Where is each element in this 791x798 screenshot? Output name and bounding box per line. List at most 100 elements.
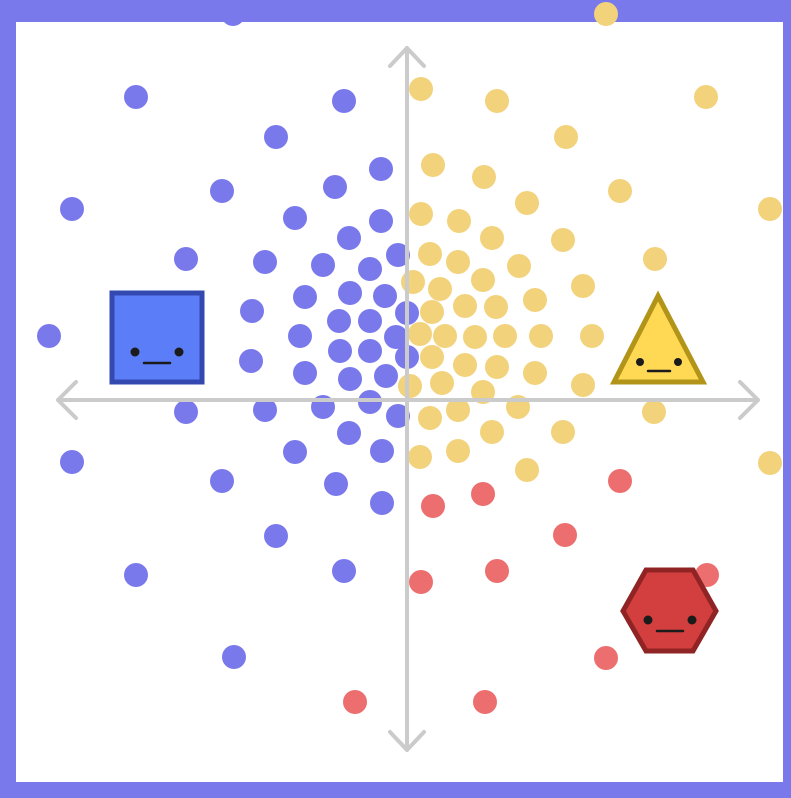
blue-dot bbox=[323, 175, 347, 199]
blue-dot bbox=[283, 440, 307, 464]
yellow-dot bbox=[420, 300, 444, 324]
blue-dot bbox=[311, 253, 335, 277]
yellow-dot bbox=[418, 242, 442, 266]
blue-dot bbox=[221, 2, 245, 26]
dots-layer bbox=[37, 2, 782, 714]
blue-dot bbox=[337, 421, 361, 445]
yellow-dot bbox=[430, 371, 454, 395]
blue-dot bbox=[337, 226, 361, 250]
y-axis-bottom-arrow bbox=[388, 730, 426, 752]
blue-dot bbox=[283, 206, 307, 230]
blue-dot bbox=[338, 367, 362, 391]
yellow-dot bbox=[401, 270, 425, 294]
yellow-dot bbox=[409, 77, 433, 101]
triangle-shape bbox=[609, 290, 708, 385]
red-dot bbox=[421, 494, 445, 518]
yellow-dot bbox=[453, 353, 477, 377]
x-axis-left-arrow bbox=[56, 380, 78, 420]
yellow-dot bbox=[515, 458, 539, 482]
yellow-dot bbox=[428, 277, 452, 301]
red-dot bbox=[553, 523, 577, 547]
yellow-dot bbox=[580, 324, 604, 348]
blue-dot bbox=[327, 309, 351, 333]
yellow-dot bbox=[446, 398, 470, 422]
blue-dot bbox=[369, 157, 393, 181]
yellow-dot bbox=[447, 209, 471, 233]
blue-dot bbox=[253, 398, 277, 422]
yellow-dot bbox=[551, 228, 575, 252]
hexagon-left-eye bbox=[643, 615, 653, 625]
blue-dot bbox=[370, 491, 394, 515]
yellow-dot bbox=[551, 420, 575, 444]
blue-dot bbox=[328, 339, 352, 363]
blue-dot bbox=[240, 299, 264, 323]
yellow-dot bbox=[421, 153, 445, 177]
blue-dot bbox=[210, 469, 234, 493]
hexagon-right-eye bbox=[687, 615, 697, 625]
yellow-dot bbox=[515, 191, 539, 215]
blue-dot bbox=[293, 361, 317, 385]
yellow-dot bbox=[485, 355, 509, 379]
red-dot bbox=[608, 469, 632, 493]
yellow-dot bbox=[554, 125, 578, 149]
yellow-dot bbox=[694, 85, 718, 109]
yellow-dot bbox=[408, 445, 432, 469]
blue-dot bbox=[358, 339, 382, 363]
yellow-dot bbox=[480, 420, 504, 444]
red-dot bbox=[343, 690, 367, 714]
blue-dot bbox=[288, 324, 312, 348]
yellow-dot bbox=[433, 324, 457, 348]
square-right-eye bbox=[174, 347, 184, 357]
square-character bbox=[109, 290, 205, 385]
hexagon-shape bbox=[620, 567, 719, 654]
square-left-eye bbox=[130, 347, 140, 357]
blue-dot bbox=[60, 450, 84, 474]
blue-dot bbox=[369, 209, 393, 233]
blue-dot bbox=[358, 309, 382, 333]
blue-dot bbox=[174, 247, 198, 271]
hexagon-character bbox=[620, 567, 719, 654]
blue-dot bbox=[338, 281, 362, 305]
yellow-dot bbox=[453, 294, 477, 318]
yellow-dot bbox=[758, 451, 782, 475]
blue-dot bbox=[264, 125, 288, 149]
blue-dot bbox=[239, 349, 263, 373]
blue-dot bbox=[60, 197, 84, 221]
triangle-character bbox=[609, 290, 708, 385]
blue-dot bbox=[124, 85, 148, 109]
blue-dot bbox=[210, 179, 234, 203]
yellow-dot bbox=[571, 274, 595, 298]
blue-dot bbox=[264, 524, 288, 548]
yellow-dot bbox=[608, 179, 632, 203]
triangle-left-eye bbox=[636, 358, 644, 366]
red-dot bbox=[471, 482, 495, 506]
blue-dot bbox=[222, 645, 246, 669]
x-axis-right-arrow bbox=[738, 380, 760, 420]
yellow-dot bbox=[480, 226, 504, 250]
yellow-dot bbox=[523, 288, 547, 312]
yellow-dot bbox=[472, 165, 496, 189]
yellow-dot bbox=[408, 322, 432, 346]
yellow-dot bbox=[643, 247, 667, 271]
yellow-dot bbox=[485, 89, 509, 113]
blue-dot bbox=[324, 472, 348, 496]
yellow-dot bbox=[523, 361, 547, 385]
axes bbox=[56, 46, 760, 752]
yellow-dot bbox=[446, 250, 470, 274]
yellow-dot bbox=[529, 324, 553, 348]
blue-dot bbox=[124, 563, 148, 587]
yellow-dot bbox=[463, 325, 487, 349]
yellow-dot bbox=[484, 295, 508, 319]
blue-dot bbox=[374, 364, 398, 388]
blue-dot bbox=[386, 243, 410, 267]
blue-dot bbox=[386, 404, 410, 428]
yellow-dot bbox=[418, 406, 442, 430]
blue-dot bbox=[332, 559, 356, 583]
blue-dot bbox=[358, 257, 382, 281]
yellow-dot bbox=[471, 268, 495, 292]
blue-dot bbox=[332, 89, 356, 113]
yellow-dot bbox=[594, 2, 618, 26]
yellow-dot bbox=[493, 324, 517, 348]
yellow-dot bbox=[409, 202, 433, 226]
